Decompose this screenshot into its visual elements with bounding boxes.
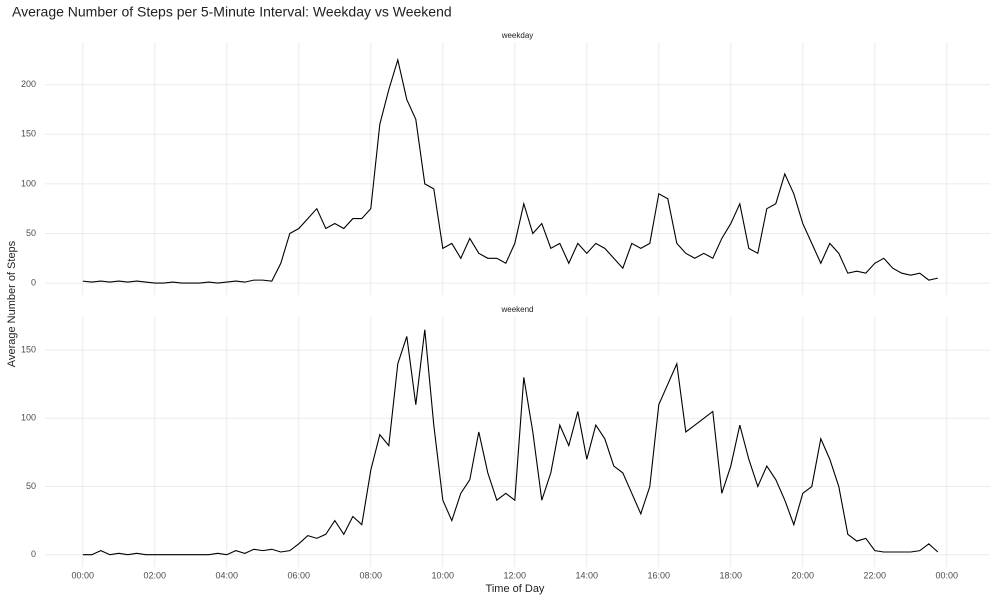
y-tick-label: 0 — [31, 549, 36, 559]
facet-title: weekend — [500, 305, 533, 314]
x-tick-label: 00:00 — [72, 570, 95, 580]
x-tick-label: 02:00 — [144, 570, 167, 580]
y-tick-label: 50 — [26, 228, 36, 238]
x-tick-label: 22:00 — [864, 570, 887, 580]
x-tick-label: 00:00 — [936, 570, 959, 580]
x-axis-label: Time of Day — [486, 583, 545, 595]
data-line — [82, 57, 938, 284]
x-tick-label: 04:00 — [216, 570, 239, 580]
x-tick-label: 06:00 — [288, 570, 311, 580]
data-line — [82, 329, 939, 556]
x-tick-label: 08:00 — [360, 570, 383, 580]
y-tick-label: 100 — [21, 413, 36, 423]
x-tick-label: 20:00 — [792, 570, 815, 580]
x-tick-label: 14:00 — [576, 570, 599, 580]
facet-title: weekday — [501, 31, 534, 40]
y-tick-label: 150 — [21, 344, 36, 354]
x-tick-label: 12:00 — [504, 570, 527, 580]
y-tick-label: 0 — [31, 277, 36, 287]
y-tick-label: 200 — [21, 79, 36, 89]
y-axis-label: Average Number of Steps — [6, 240, 18, 367]
x-tick-label: 18:00 — [720, 570, 743, 580]
y-tick-label: 100 — [21, 178, 36, 188]
x-tick-label: 16:00 — [648, 570, 671, 580]
chart-title: Average Number of Steps per 5-Minute Int… — [12, 4, 452, 20]
x-tick-label: 10:00 — [432, 570, 455, 580]
y-tick-label: 50 — [26, 481, 36, 491]
y-tick-label: 150 — [21, 129, 36, 139]
